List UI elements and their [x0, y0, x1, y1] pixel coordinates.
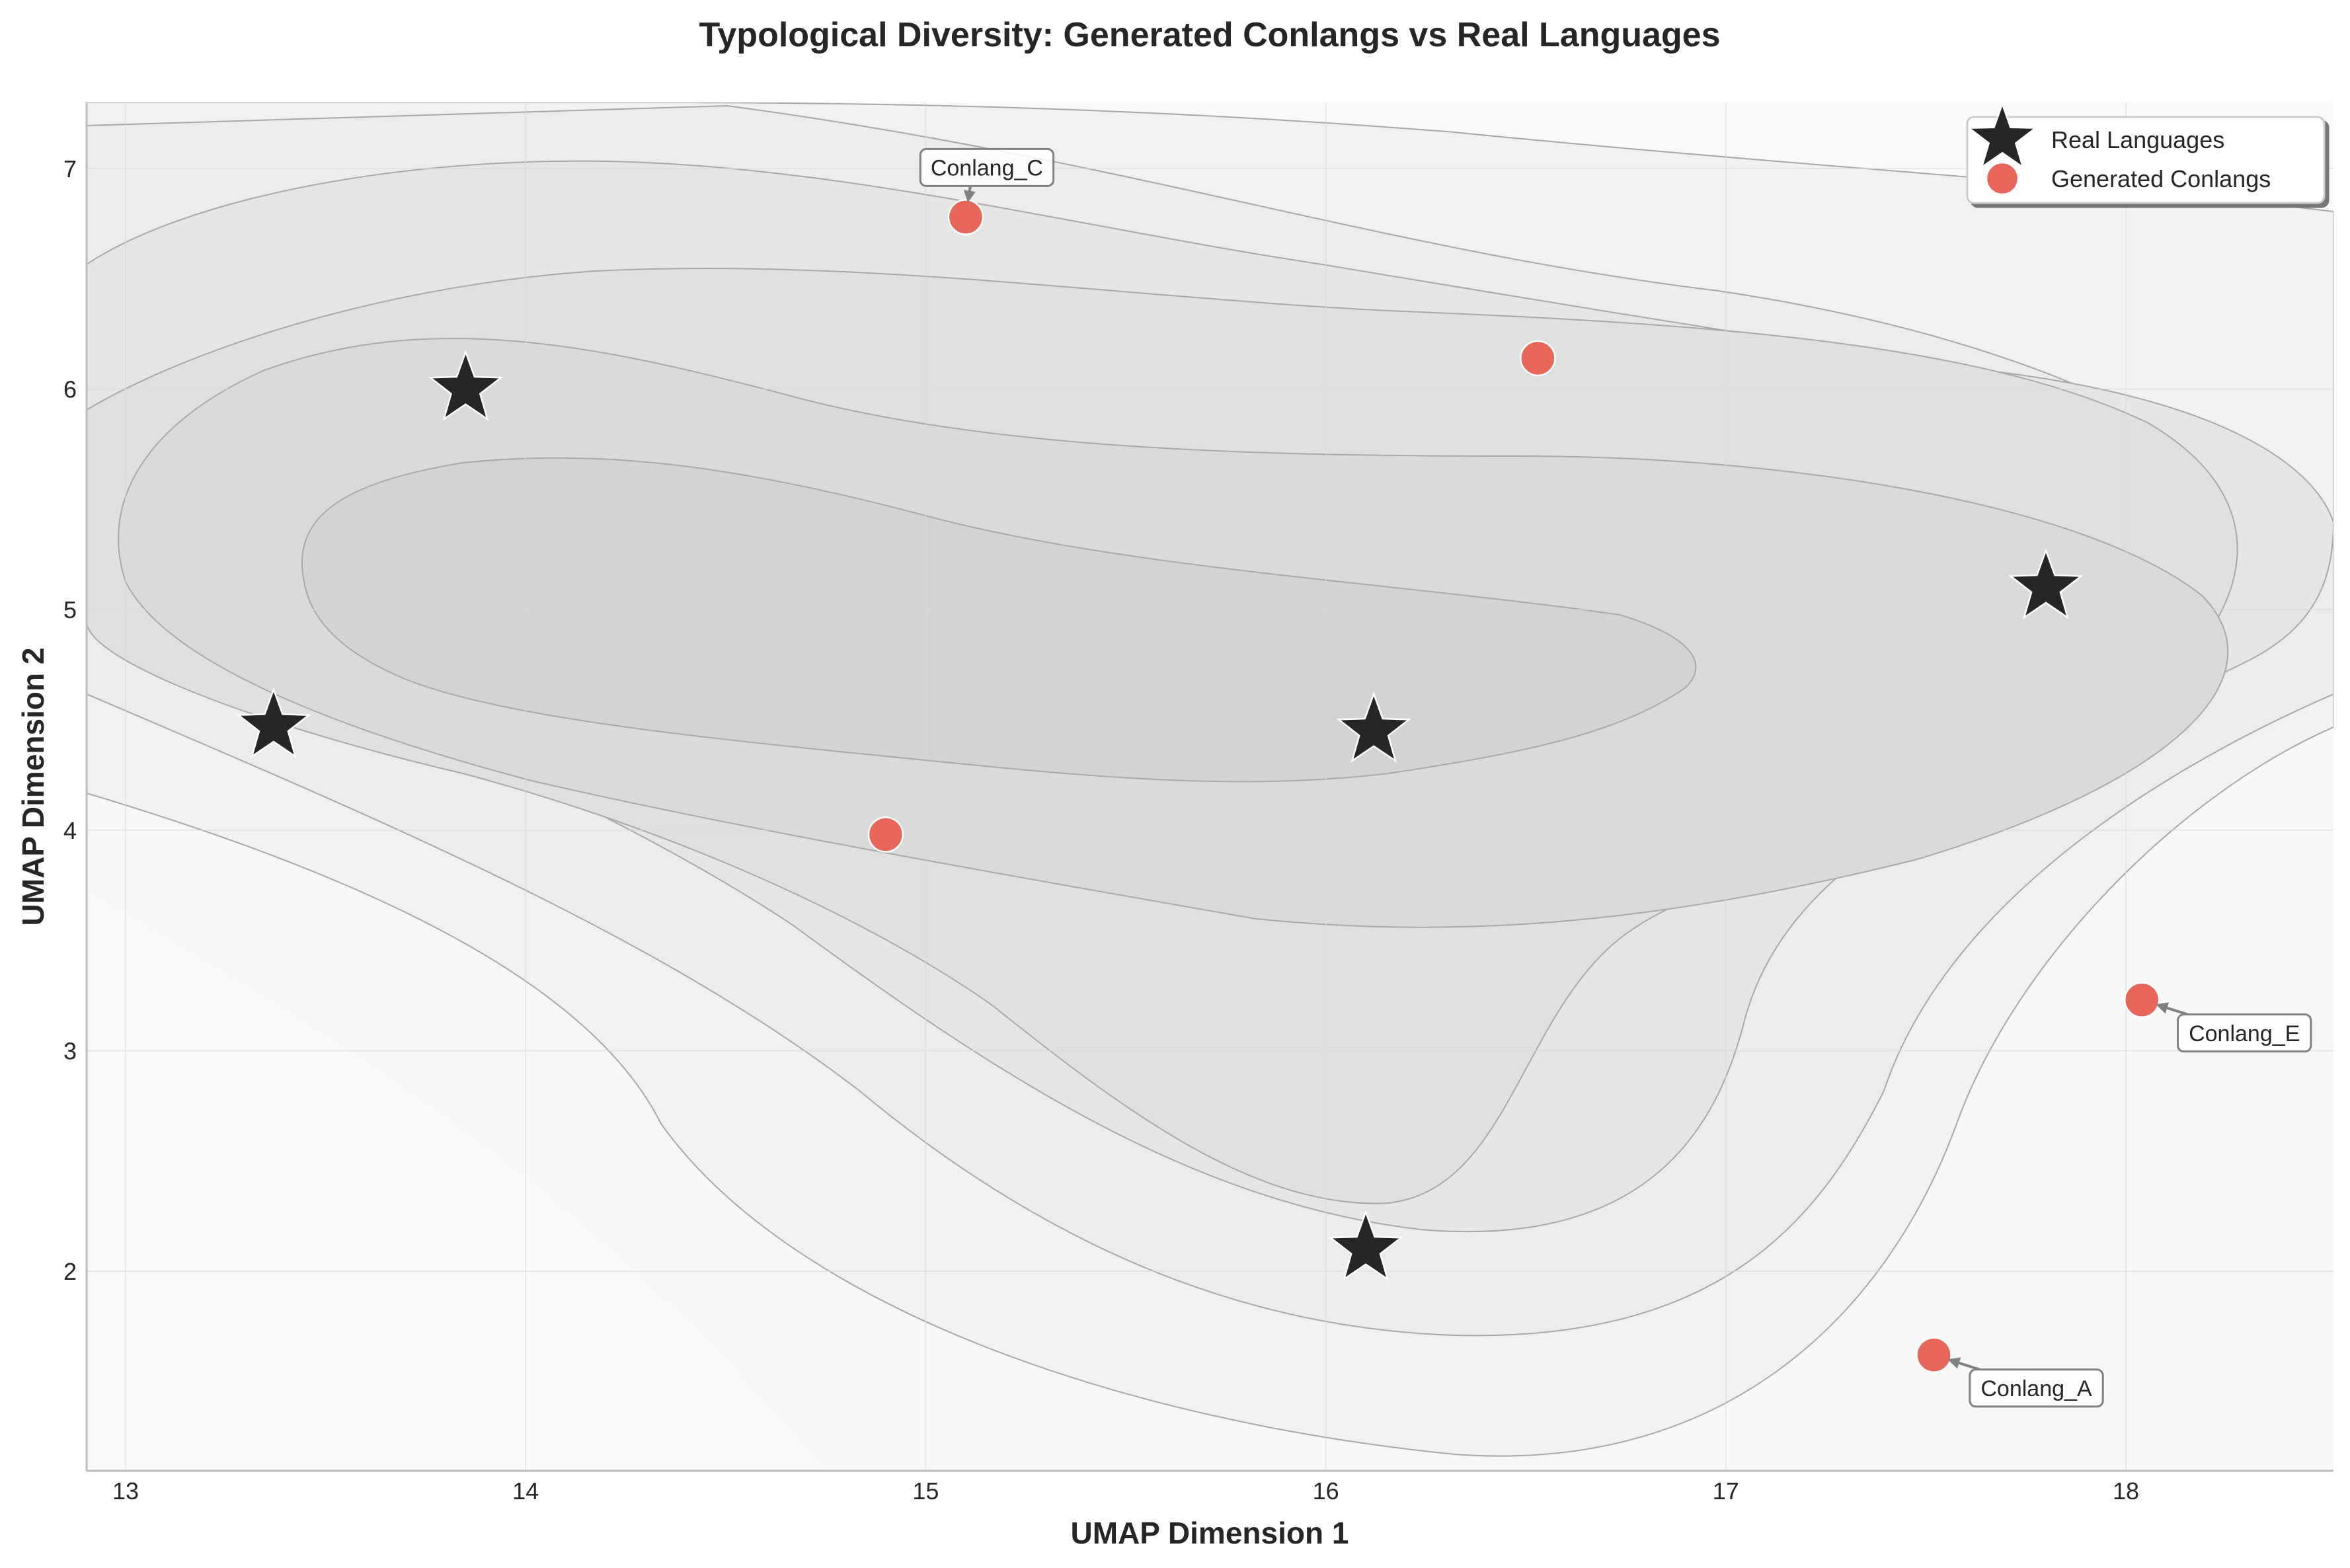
- x-tick-label: 17: [1713, 1477, 1739, 1505]
- legend-label-conlang: Generated Conlangs: [2051, 165, 2271, 192]
- legend-box: [1966, 116, 2326, 204]
- x-tick-labels: 13 14 15 16 17 18: [112, 1477, 2139, 1505]
- x-tick-label: 18: [2113, 1477, 2139, 1505]
- y-tick-label: 4: [63, 817, 77, 844]
- legend-circle-marker: [1985, 161, 2019, 196]
- conlang-circle-marker: [2123, 982, 2160, 1018]
- annotation-arrowhead: [2156, 1002, 2170, 1014]
- conlang-circle-marker: [947, 199, 984, 235]
- conlang-circle-marker: [867, 816, 904, 853]
- annotation-label: Conlang_A: [1980, 1376, 2092, 1401]
- y-tick-label: 2: [63, 1258, 77, 1285]
- x-tick-label: 16: [1313, 1477, 1339, 1505]
- y-tick-label: 5: [63, 596, 77, 623]
- y-tick-label: 7: [63, 155, 77, 182]
- chart-title: Typological Diversity: Generated Conlang…: [699, 16, 1720, 54]
- annotation-box: [1969, 1368, 2104, 1408]
- annotation-arrowhead: [1947, 1357, 1961, 1369]
- conlang-circle-marker: [1916, 1337, 1952, 1374]
- real-language-star-marker: [1328, 1209, 1403, 1281]
- x-tick-label: 13: [112, 1477, 139, 1505]
- y-tick-label: 6: [63, 376, 77, 403]
- legend: Real Languages Generated Conlangs: [1966, 102, 2326, 204]
- legend-star-marker: [1967, 102, 2037, 169]
- y-tick-label: 3: [63, 1037, 77, 1064]
- annotation-label: Conlang_E: [2189, 1021, 2300, 1046]
- density-contours: [87, 102, 2333, 1471]
- legend-label-real: Real Languages: [2051, 126, 2224, 153]
- annotation-box: [919, 147, 1055, 187]
- y-tick-labels: 2 3 4 5 6 7: [63, 155, 77, 1285]
- real-language-star-marker: [236, 687, 311, 759]
- real-language-star-marker: [428, 349, 504, 421]
- y-axis-label: UMAP Dimension 2: [16, 648, 50, 926]
- x-axis-label: UMAP Dimension 1: [1071, 1516, 1349, 1550]
- data-markers: [236, 199, 2160, 1374]
- x-tick-label: 15: [912, 1477, 939, 1505]
- annotation-box: [2177, 1013, 2312, 1053]
- annotation-label: Conlang_C: [931, 156, 1043, 181]
- annotations: Conlang_C Conlang_E Conlang_A: [919, 147, 2312, 1408]
- real-language-star-marker: [1336, 691, 1411, 763]
- conlang-circle-marker: [1520, 340, 1556, 377]
- real-language-star-marker: [2008, 548, 2084, 620]
- annotation-arrowhead: [963, 190, 976, 203]
- x-tick-label: 14: [512, 1477, 539, 1505]
